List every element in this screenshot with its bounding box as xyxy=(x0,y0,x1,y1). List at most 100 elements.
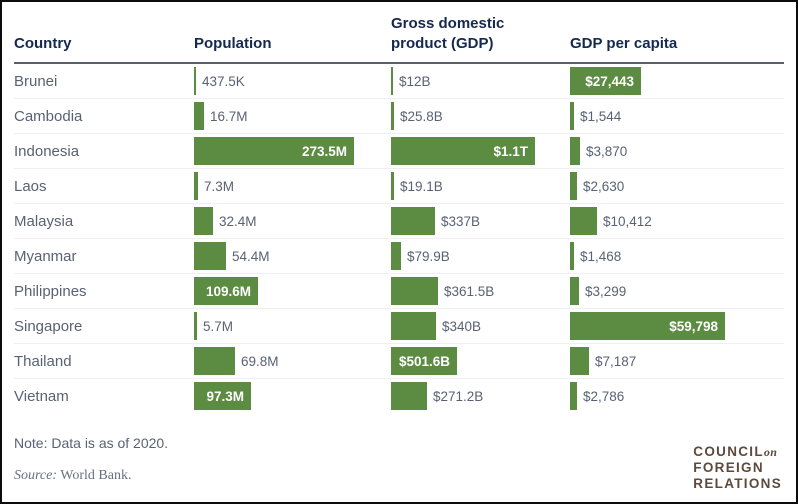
gdp-per-capita-bar-cell: $1,468 xyxy=(570,242,784,270)
gdp-bar xyxy=(391,207,435,235)
source-prefix: Source: xyxy=(14,468,58,483)
population-bar-cell: 437.5K xyxy=(194,67,391,95)
table-row: Singapore 5.7M $340B $59,798 xyxy=(14,309,784,344)
population-bar: 273.5M xyxy=(194,137,354,165)
population-bar-cell: 273.5M xyxy=(194,137,391,165)
cfr-logo-line-2: FOREIGN xyxy=(693,460,764,476)
country-label: Thailand xyxy=(14,352,72,370)
gdp-bar: $1.1T xyxy=(391,137,535,165)
gdp-bar-cell: $337B xyxy=(391,207,570,235)
gdp-per-capita-bar xyxy=(570,137,580,165)
population-bar-cell: 54.4M xyxy=(194,242,391,270)
population-value: 69.8M xyxy=(241,353,279,369)
population-value-inside: 273.5M xyxy=(301,143,347,159)
gdp-per-capita-bar xyxy=(570,277,579,305)
gdp-per-capita-bar-cell: $3,299 xyxy=(570,277,784,305)
gdp-per-capita-bar-cell: $27,443 xyxy=(570,67,784,95)
gdp-value: $361.5B xyxy=(444,283,495,299)
country-label: Philippines xyxy=(14,282,87,300)
population-value: 437.5K xyxy=(202,73,245,89)
gdp-bar-cell: $271.2B xyxy=(391,382,570,410)
gdp-bar xyxy=(391,172,394,200)
population-value: 7.3M xyxy=(204,178,235,194)
country-label: Malaysia xyxy=(14,212,74,230)
gdp-value: $340B xyxy=(442,318,482,334)
table-row: Laos 7.3M $19.1B $2,630 xyxy=(14,169,784,204)
table-row: Philippines 109.6M $361.5B $3,299 xyxy=(14,274,784,309)
population-bar xyxy=(194,67,196,95)
note-text: Note: Data is as of 2020. xyxy=(14,435,169,451)
population-bar-cell: 16.7M xyxy=(194,102,391,130)
population-bar-cell: 7.3M xyxy=(194,172,391,200)
gdp-bar-cell: $340B xyxy=(391,312,570,340)
gdp-bar-cell: $501.6B xyxy=(391,347,570,375)
gdp-per-capita-value-inside: $59,798 xyxy=(669,318,718,334)
country-label: Indonesia xyxy=(14,142,80,160)
cfr-logo: COUNCILon FOREIGN RELATIONS xyxy=(693,444,782,492)
gdp-value-inside: $501.6B xyxy=(398,353,450,369)
gdp-per-capita-value: $7,187 xyxy=(595,353,637,369)
gdp-per-capita-value: $3,870 xyxy=(586,143,628,159)
gdp-bar xyxy=(391,277,438,305)
country-label: Cambodia xyxy=(14,107,83,125)
table-header: Country Population Gross domestic produc… xyxy=(14,8,784,64)
population-bar: 109.6M xyxy=(194,277,258,305)
gdp-per-capita-value: $3,299 xyxy=(585,283,627,299)
gdp-bar xyxy=(391,67,393,95)
table-body: Brunei 437.5K $12B $27,443 Cambodia 16.7… xyxy=(14,64,784,413)
gdp-bar-cell: $25.8B xyxy=(391,102,570,130)
gdp-per-capita-bar-cell: $2,630 xyxy=(570,172,784,200)
population-bar xyxy=(194,312,197,340)
population-bar-cell: 69.8M xyxy=(194,347,391,375)
source-value: World Bank. xyxy=(60,468,132,483)
gdp-per-capita-bar-cell: $7,187 xyxy=(570,347,784,375)
gdp-per-capita-value-inside: $27,443 xyxy=(585,73,634,89)
gdp-per-capita-value: $2,630 xyxy=(583,178,625,194)
table-row: Vietnam 97.3M $271.2B $2,786 xyxy=(14,379,784,413)
gdp-bar: $501.6B xyxy=(391,347,457,375)
country-label: Laos xyxy=(14,177,47,195)
population-bar xyxy=(194,172,198,200)
population-bar-cell: 97.3M xyxy=(194,382,391,410)
table-row: Myanmar 54.4M $79.9B $1,468 xyxy=(14,239,784,274)
gdp-value: $337B xyxy=(441,213,481,229)
gdp-bar xyxy=(391,382,427,410)
gdp-per-capita-bar xyxy=(570,102,574,130)
population-bar xyxy=(194,242,226,270)
table-row: Brunei 437.5K $12B $27,443 xyxy=(14,64,784,99)
table-row: Thailand 69.8M $501.6B $7,187 xyxy=(14,344,784,379)
source-text: Source: World Bank. xyxy=(14,468,784,484)
gdp-per-capita-value: $10,412 xyxy=(603,213,652,229)
gdp-value: $79.9B xyxy=(407,248,450,264)
gdp-per-capita-bar xyxy=(570,382,577,410)
population-value: 32.4M xyxy=(219,213,257,229)
header-gdp: Gross domestic product (GDP) xyxy=(391,14,505,52)
gdp-per-capita-bar: $27,443 xyxy=(570,67,641,95)
header-country: Country xyxy=(14,34,72,52)
table-row: Malaysia 32.4M $337B $10,412 xyxy=(14,204,784,239)
gdp-per-capita-bar-cell: $1,544 xyxy=(570,102,784,130)
country-label: Singapore xyxy=(14,317,83,335)
population-bar: 97.3M xyxy=(194,382,251,410)
gdp-value: $19.1B xyxy=(400,178,443,194)
population-value-inside: 109.6M xyxy=(205,283,251,299)
gdp-per-capita-value: $1,468 xyxy=(580,248,622,264)
gdp-per-capita-bar-cell: $3,870 xyxy=(570,137,784,165)
gdp-bar xyxy=(391,102,394,130)
population-value: 16.7M xyxy=(210,108,248,124)
country-label: Brunei xyxy=(14,72,58,90)
gdp-value-inside: $1.1T xyxy=(493,143,528,159)
gdp-per-capita-bar xyxy=(570,242,574,270)
country-label: Myanmar xyxy=(14,247,77,265)
header-gdp-per-capita: GDP per capita xyxy=(570,34,678,52)
population-bar-cell: 5.7M xyxy=(194,312,391,340)
population-bar-cell: 32.4M xyxy=(194,207,391,235)
gdp-value: $12B xyxy=(399,73,431,89)
gdp-bar-cell: $79.9B xyxy=(391,242,570,270)
population-bar xyxy=(194,102,204,130)
gdp-bar-cell: $12B xyxy=(391,67,570,95)
population-bar xyxy=(194,207,213,235)
population-value-inside: 97.3M xyxy=(206,388,244,404)
country-label: Vietnam xyxy=(14,387,69,405)
